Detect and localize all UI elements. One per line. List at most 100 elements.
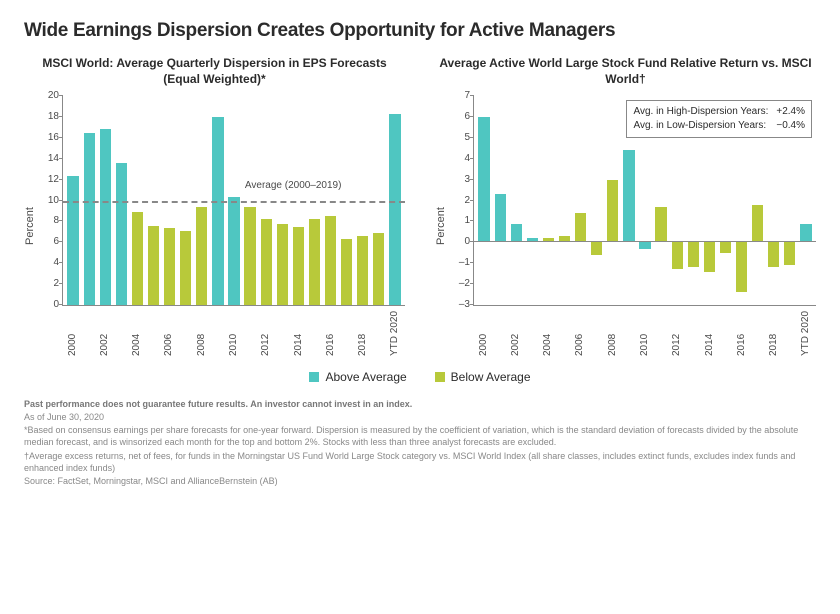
legend-above-label: Above Average xyxy=(325,370,406,384)
bar xyxy=(373,233,384,305)
x-label: 2010 xyxy=(639,310,650,356)
swatch-below xyxy=(435,372,445,382)
chart2-plot: Avg. in High-Dispersion Years: +2.4% Avg… xyxy=(473,96,816,306)
x-label: 2008 xyxy=(196,310,207,356)
bar xyxy=(752,205,763,243)
bar xyxy=(357,236,368,305)
x-label: 2012 xyxy=(671,310,682,356)
x-label: YTD 2020 xyxy=(389,310,400,356)
bar xyxy=(478,117,489,242)
bar xyxy=(768,242,779,267)
chart1-xlabels: 2000200220042006200820102012201420162018… xyxy=(62,306,405,356)
bar xyxy=(164,228,175,305)
ytick: 16 xyxy=(39,133,59,143)
legend-below-label: Below Average xyxy=(451,370,531,384)
bar xyxy=(655,207,666,243)
x-label: 2000 xyxy=(67,310,78,356)
x-label: 2002 xyxy=(99,310,110,356)
legend-above: Above Average xyxy=(309,370,406,384)
x-label: 2006 xyxy=(574,310,585,356)
legend-below: Below Average xyxy=(435,370,531,384)
legend: Above Average Below Average xyxy=(24,370,816,384)
ytick: 10 xyxy=(39,196,59,206)
info-box: Avg. in High-Dispersion Years: +2.4% Avg… xyxy=(626,100,812,138)
ytick: –1 xyxy=(450,258,470,268)
info-row1-label: Avg. in High-Dispersion Years: xyxy=(633,105,768,119)
x-label: 2012 xyxy=(260,310,271,356)
chart2-ylabel: Percent xyxy=(435,96,447,356)
chart1-ylabel: Percent xyxy=(24,96,36,356)
x-label: 2006 xyxy=(163,310,174,356)
bar xyxy=(84,133,95,305)
zero-line xyxy=(474,241,816,242)
bar xyxy=(607,180,618,243)
ytick: 20 xyxy=(39,91,59,101)
bar xyxy=(67,176,78,305)
ytick: 0 xyxy=(450,237,470,247)
ytick: 3 xyxy=(450,175,470,185)
bar xyxy=(639,242,650,248)
x-label: 2014 xyxy=(293,310,304,356)
bar xyxy=(720,242,731,252)
ytick: 12 xyxy=(39,175,59,185)
swatch-above xyxy=(309,372,319,382)
x-label: 2016 xyxy=(736,310,747,356)
x-label: 2018 xyxy=(357,310,368,356)
bar xyxy=(511,224,522,243)
ytick: 4 xyxy=(39,258,59,268)
ytick: 0 xyxy=(39,300,59,310)
footnote-4: †Average excess returns, net of fees, fo… xyxy=(24,450,816,474)
bar xyxy=(100,129,111,305)
ytick: 8 xyxy=(39,216,59,226)
ytick: 5 xyxy=(450,133,470,143)
bar xyxy=(623,150,634,242)
x-label: 2014 xyxy=(704,310,715,356)
footnote-3: *Based on consensus earnings per share f… xyxy=(24,424,816,448)
chart2-title: Average Active World Large Stock Fund Re… xyxy=(435,56,816,88)
x-label: 2010 xyxy=(228,310,239,356)
ytick: 2 xyxy=(39,279,59,289)
chart2-xlabels: 2000 2002 2004 2006 2008 2010 2012 2014 2016 2018… xyxy=(473,306,816,356)
bar xyxy=(389,114,400,305)
x-label: 2004 xyxy=(542,310,553,356)
bar xyxy=(341,239,352,305)
ytick: 4 xyxy=(450,154,470,164)
ytick: 6 xyxy=(39,237,59,247)
footnote-5: Source: FactSet, Morningstar, MSCI and A… xyxy=(24,475,816,487)
bar xyxy=(736,242,747,292)
x-label: 2008 xyxy=(607,310,618,356)
bar xyxy=(212,117,223,305)
chart1-plot: 02468101214161820Average (2000–2019) xyxy=(62,96,405,306)
bar xyxy=(325,216,336,305)
x-label: 2000 xyxy=(478,310,489,356)
ytick: 7 xyxy=(450,91,470,101)
bar xyxy=(277,224,288,306)
bar xyxy=(228,197,239,305)
bar xyxy=(704,242,715,271)
bar xyxy=(784,242,795,265)
bar xyxy=(575,213,586,242)
bar xyxy=(591,242,602,255)
bar xyxy=(116,163,127,305)
footnotes: Past performance does not guarantee futu… xyxy=(24,398,816,487)
chart-relative-return: Average Active World Large Stock Fund Re… xyxy=(435,56,816,356)
info-row1-value: +2.4% xyxy=(776,105,805,119)
ytick: 2 xyxy=(450,196,470,206)
info-row2-label: Avg. in Low-Dispersion Years: xyxy=(633,119,766,133)
x-label: 2018 xyxy=(768,310,779,356)
bar xyxy=(800,224,811,243)
x-label: 2002 xyxy=(510,310,521,356)
x-label: 2016 xyxy=(325,310,336,356)
bar xyxy=(688,242,699,267)
x-label: YTD 2020 xyxy=(800,310,811,356)
ytick: 14 xyxy=(39,154,59,164)
bar xyxy=(495,194,506,242)
ytick: –3 xyxy=(450,300,470,310)
ytick: 6 xyxy=(450,112,470,122)
charts-row: MSCI World: Average Quarterly Dispersion… xyxy=(24,56,816,356)
bar xyxy=(309,219,320,305)
footnote-1: Past performance does not guarantee futu… xyxy=(24,398,816,410)
info-row2-value: −0.4% xyxy=(776,119,805,133)
bar xyxy=(148,226,159,305)
average-line xyxy=(63,201,405,203)
